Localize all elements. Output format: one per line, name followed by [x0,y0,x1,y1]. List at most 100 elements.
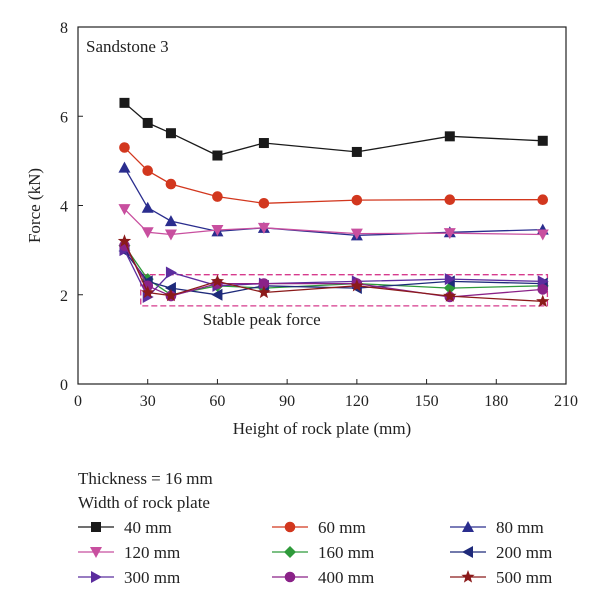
legend-item: 80 mm [450,518,544,537]
x-tick-label: 90 [279,393,295,410]
legend-marker [461,570,475,583]
y-tick-label: 6 [60,109,68,126]
x-tick-label: 60 [209,393,225,410]
legend-marker [284,521,296,533]
series-line [124,147,543,204]
legend-marker [91,571,102,583]
annotation-label: Stable peak force [203,310,321,329]
legend-marker [284,571,296,583]
data-point [165,178,177,190]
legend-item: 300 mm [78,568,180,587]
legend-marker [91,522,101,532]
panel-label: Sandstone 3 [86,37,169,56]
series-120-mm [118,204,549,241]
data-point [444,273,456,286]
legend-label: 400 mm [318,568,374,587]
data-point [258,197,270,209]
x-tick-label: 120 [345,393,369,410]
y-tick-label: 8 [60,20,68,37]
series-400-mm [119,240,549,303]
x-tick-label: 30 [140,393,156,410]
y-tick-label: 0 [60,377,68,394]
legend-marker [284,546,296,558]
data-point [212,150,223,161]
data-point [165,128,176,139]
legend-label: 300 mm [124,568,180,587]
x-tick-label: 0 [74,393,82,410]
data-point [210,274,225,288]
x-tick-label: 150 [415,393,439,410]
legend-item: 40 mm [78,518,172,537]
legend-label: 200 mm [496,543,552,562]
data-point [257,285,271,299]
data-point [537,275,549,288]
legend-marker [462,521,474,532]
data-point [537,284,549,295]
data-point [443,228,456,240]
series-500-mm [117,234,550,308]
plot-frame [77,26,567,385]
series-40-mm [119,97,548,161]
series-60-mm [119,142,549,209]
data-point [257,222,270,234]
data-point [118,161,131,173]
legend-marker [90,547,102,558]
legend-label: 60 mm [318,518,366,537]
legend-label: 160 mm [318,543,374,562]
data-point [211,225,224,237]
legend-label: 40 mm [124,518,172,537]
legend-label: 500 mm [496,568,552,587]
y-tick-label: 2 [60,288,68,305]
x-axis-label: Height of rock plate (mm) [233,419,411,438]
x-tick-label: 180 [484,393,508,410]
series-line [124,208,543,236]
data-point [444,194,456,205]
data-point [443,289,457,302]
legend-item: 160 mm [272,543,374,562]
data-point [350,278,364,292]
data-point [351,146,362,157]
data-point [118,204,131,216]
data-point [536,294,550,308]
plot-area: 0 30 60 90 120 150 180 210 0 2 4 6 8 Height of rock p… [25,20,578,438]
data-point [164,282,176,295]
legend-label: 120 mm [124,543,180,562]
data-point [351,194,363,206]
data-point [211,288,223,301]
data-point [537,194,549,205]
legend: Thickness = 16 mm Width of rock plate 40 m… [78,469,552,587]
data-point [258,138,269,149]
data-point [142,165,154,176]
legend-title-width: Width of rock plate [78,493,210,512]
data-point [350,228,363,240]
series-line [123,250,543,296]
data-point [258,278,270,289]
data-point [164,215,177,227]
series-line [124,102,543,157]
data-point [117,234,132,247]
legend-marker [462,546,473,558]
series-line [123,245,543,298]
data-point [165,266,177,279]
x-tick-label: 210 [554,393,578,410]
legend-label: 80 mm [496,518,544,537]
data-point [141,201,154,213]
y-axis-label: Force (kN) [25,168,44,243]
legend-title-thickness: Thickness = 16 mm [78,469,213,488]
data-point [212,191,223,202]
data-point [536,229,549,241]
legend-item: 200 mm [450,543,552,562]
data-point [444,131,455,142]
data-point [141,227,154,239]
legend-item: 400 mm [272,568,374,587]
data-point [119,97,130,108]
legend-item: 500 mm [450,568,552,587]
y-tick-label: 4 [60,199,68,216]
legend-item: 60 mm [272,518,366,537]
data-point [142,117,153,128]
data-point [164,229,177,241]
data-point [164,288,178,302]
data-point [119,142,130,153]
stable-peak-box [140,274,549,307]
